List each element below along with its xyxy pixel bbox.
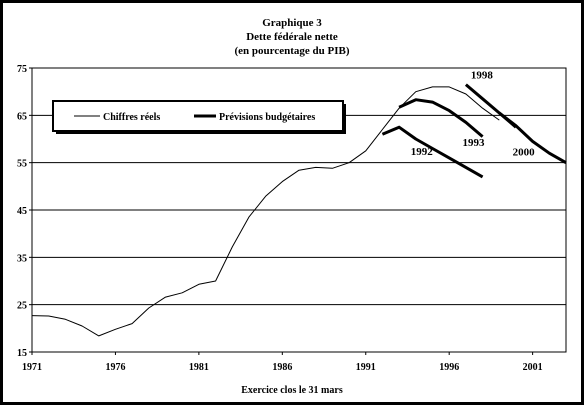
y-tick-label: 55 bbox=[17, 159, 27, 170]
x-tick-label: 1976 bbox=[105, 362, 125, 373]
x-tick-label: 2001 bbox=[523, 362, 543, 373]
series-lines bbox=[31, 83, 567, 337]
x-tick-label: 1986 bbox=[272, 362, 292, 373]
y-axis: 15 25 35 45 55 65 75 bbox=[17, 64, 32, 359]
x-axis-label: Exercice clos le 31 mars bbox=[241, 385, 343, 396]
forecast-line-2000 bbox=[498, 111, 567, 165]
y-tick-label: 65 bbox=[17, 111, 27, 122]
annotation-2000: 2000 bbox=[513, 147, 536, 159]
legend: Chiffres réels Prévisions budgétaires bbox=[52, 100, 346, 134]
actual-line bbox=[31, 86, 500, 337]
y-tick-label: 45 bbox=[17, 206, 27, 217]
y-tick-label: 25 bbox=[17, 301, 27, 312]
y-tick-label: 15 bbox=[17, 348, 27, 359]
x-tick-label: 1971 bbox=[22, 362, 42, 373]
forecast-line-1992 bbox=[381, 125, 484, 179]
legend-label-forecast: Prévisions budgétaires bbox=[219, 112, 315, 123]
x-tick-label: 1981 bbox=[189, 362, 209, 373]
x-axis: 1971 1976 1981 1986 1991 1996 2001 bbox=[22, 352, 543, 373]
annotations: 1998 1993 1992 2000 bbox=[411, 69, 535, 158]
legend-label-actual: Chiffres réels bbox=[103, 112, 160, 123]
chart-subtitle-line-1: Dette fédérale nette bbox=[246, 31, 338, 43]
gridlines bbox=[32, 114, 566, 306]
y-tick-label: 35 bbox=[17, 253, 27, 264]
x-tick-label: 1991 bbox=[356, 362, 376, 373]
chart-subtitle-line-2: (en pourcentage du PIB) bbox=[235, 45, 350, 57]
forecast-line-1993 bbox=[398, 98, 484, 138]
annotation-1992: 1992 bbox=[411, 146, 434, 158]
x-tick-label: 1996 bbox=[439, 362, 459, 373]
annotation-1998: 1998 bbox=[471, 69, 494, 81]
annotation-1993: 1993 bbox=[463, 137, 486, 149]
chart-title: Graphique 3 bbox=[262, 17, 322, 29]
plot-area: 15 25 35 45 55 65 75 1971 1976 1981 1986 1991 1996 2… bbox=[17, 64, 567, 373]
y-tick-label: 75 bbox=[17, 64, 27, 75]
debt-line-chart: Graphique 3 Dette fédérale nette (en pou… bbox=[17, 17, 567, 396]
